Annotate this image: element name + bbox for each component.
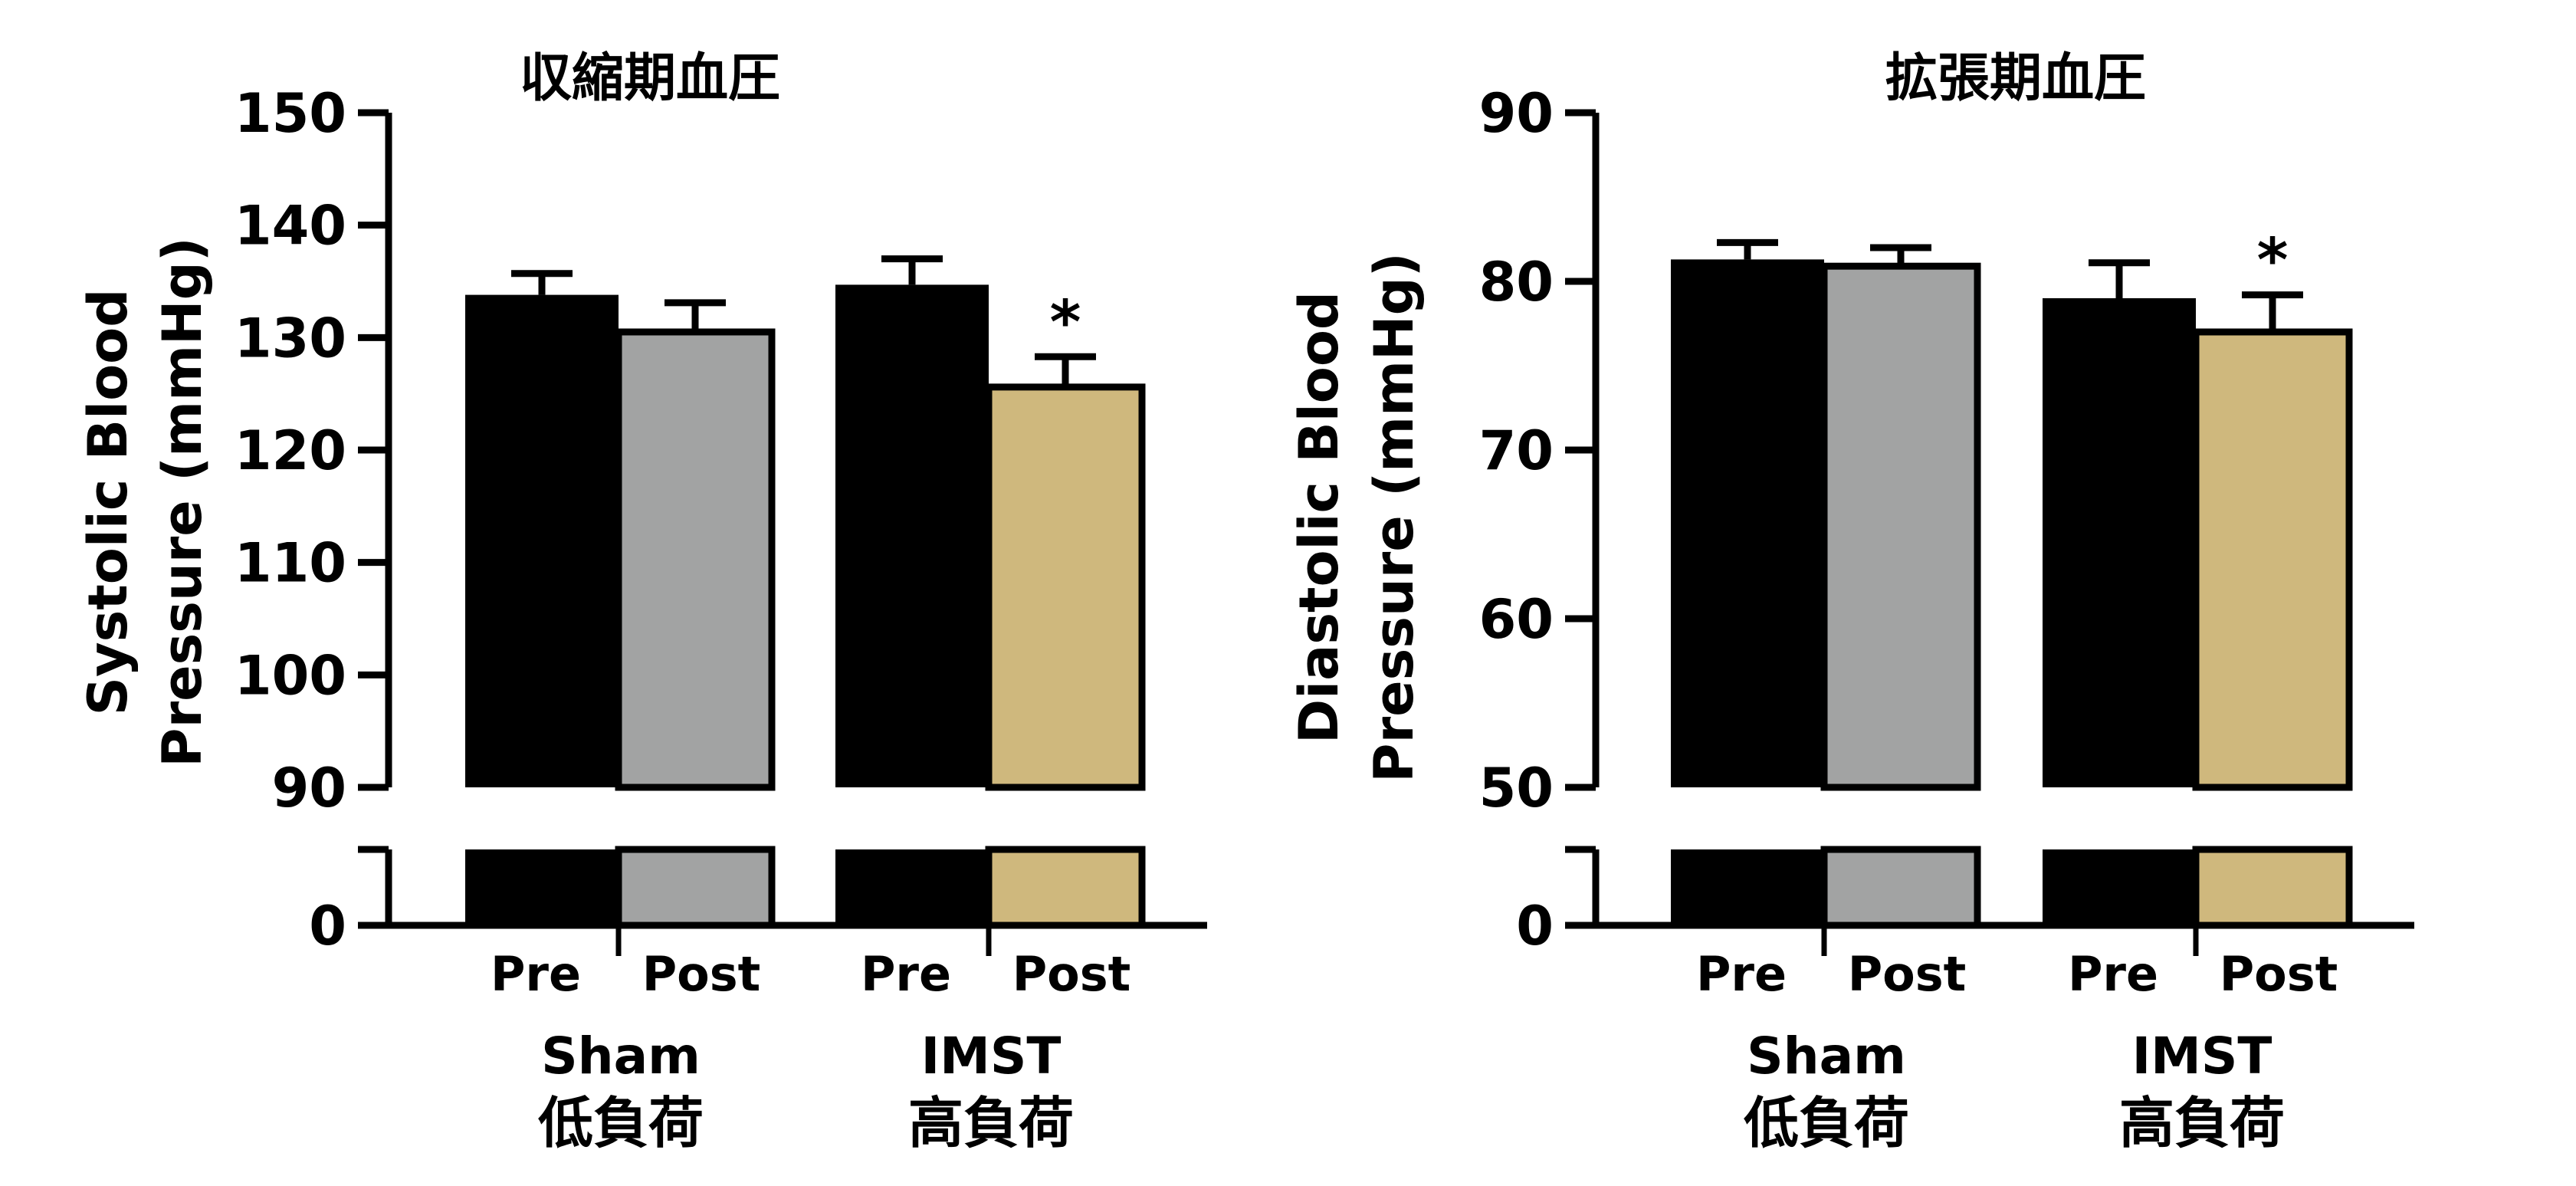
systolic-y-tick-label: 150 xyxy=(235,82,346,145)
systolic-bar-sham-post xyxy=(615,328,776,791)
systolic-group-imst-sub: 高負荷 xyxy=(908,1091,1074,1155)
diastolic-significance-marker: * xyxy=(2257,227,2289,296)
systolic-bar-lower-imst-post xyxy=(985,846,1146,929)
systolic-plot: 150 140 130 120 110 100 90 0 Pre Post Pre * Post xyxy=(235,82,1207,1002)
diastolic-group-imst-sub: 高負荷 xyxy=(2119,1091,2285,1155)
systolic-y-tick-label: 90 xyxy=(272,757,346,820)
diastolic-y-tick-label: 60 xyxy=(1479,588,1554,651)
systolic-bar-lower-imst-pre xyxy=(835,849,989,925)
systolic-ylabel-line2: Pressure (mmHg) xyxy=(151,237,214,767)
diastolic-group-sham-name: Sham xyxy=(1747,1027,1906,1086)
diastolic-bar-lower-imst-pre xyxy=(2043,849,2196,925)
systolic-bar-lower-sham-post xyxy=(615,846,776,929)
diastolic-bar-lower-sham-post xyxy=(1820,846,1981,929)
diastolic-y-tick-label-zero: 0 xyxy=(1516,895,1554,958)
diastolic-bar-lower-sham-pre xyxy=(1671,849,1824,925)
systolic-y-tick-label: 120 xyxy=(235,419,346,482)
diastolic-y-tick-label: 90 xyxy=(1479,82,1554,145)
diastolic-bar-imst-post xyxy=(2192,328,2353,791)
diastolic-panel: 拡張期血圧 Diastolic Blood Pressure (mmHg) Sh… xyxy=(1288,48,2285,1155)
systolic-x-tick-label: Pre xyxy=(491,946,581,1002)
systolic-significance-marker: * xyxy=(1050,288,1081,357)
systolic-panel: 収縮期血圧 Systolic Blood Pressure (mmHg) Sha… xyxy=(77,48,1074,1155)
diastolic-y-tick-label: 50 xyxy=(1479,757,1554,820)
diastolic-bar-sham-pre xyxy=(1671,259,1824,787)
systolic-title: 収縮期血圧 xyxy=(520,48,780,109)
diastolic-y-tick-label: 80 xyxy=(1479,251,1554,314)
systolic-bar-sham-pre xyxy=(465,294,619,788)
systolic-x-tick-label: Pre xyxy=(861,946,951,1002)
diastolic-group-imst-name: IMST xyxy=(2132,1027,2272,1086)
diastolic-plot: 90 80 70 60 50 0 Pre Post Pre * Post xyxy=(1479,82,2414,1002)
systolic-y-tick-label: 100 xyxy=(235,644,346,707)
systolic-x-tick-label: Post xyxy=(642,946,761,1002)
systolic-bar-lower-sham-pre xyxy=(465,849,619,925)
diastolic-group-sham-sub: 低負荷 xyxy=(1744,1091,1909,1155)
diastolic-bar-sham-post xyxy=(1820,262,1981,791)
diastolic-x-tick-label: Post xyxy=(2220,946,2338,1002)
diastolic-bar-lower-imst-post xyxy=(2192,846,2353,929)
systolic-bar-imst-post xyxy=(985,383,1146,791)
diastolic-title: 拡張期血圧 xyxy=(1885,48,2146,109)
diastolic-ylabel-line2: Pressure (mmHg) xyxy=(1363,252,1426,782)
chart-marks: 150 140 130 120 110 100 90 0 Pre Post Pre * Post 90 80… xyxy=(235,82,2414,1002)
systolic-group-imst-name: IMST xyxy=(921,1027,1062,1086)
diastolic-x-tick-label: Pre xyxy=(2068,946,2158,1002)
systolic-y-tick-label: 110 xyxy=(235,532,346,595)
systolic-bar-imst-pre xyxy=(835,284,989,787)
systolic-group-sham-sub: 低負荷 xyxy=(538,1091,704,1155)
diastolic-y-tick-label: 70 xyxy=(1479,419,1554,482)
diastolic-x-tick-label: Post xyxy=(1848,946,1967,1002)
systolic-x-tick-label: Post xyxy=(1012,946,1131,1002)
diastolic-ylabel-line1: Diastolic Blood xyxy=(1288,291,1350,744)
systolic-group-sham-name: Sham xyxy=(541,1027,701,1086)
systolic-y-tick-label: 130 xyxy=(235,307,346,370)
systolic-y-tick-label-zero: 0 xyxy=(309,895,346,958)
systolic-y-tick-label: 140 xyxy=(235,195,346,258)
diastolic-bar-imst-pre xyxy=(2043,298,2196,787)
systolic-ylabel-line1: Systolic Blood xyxy=(77,289,139,716)
diastolic-x-tick-label: Pre xyxy=(1696,946,1787,1002)
